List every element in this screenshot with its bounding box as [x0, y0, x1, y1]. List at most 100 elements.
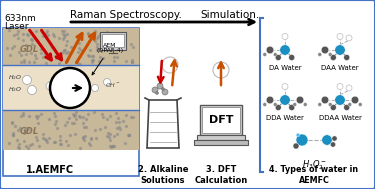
Point — [63, 52, 69, 55]
Point — [43, 61, 49, 64]
Circle shape — [104, 78, 111, 85]
Circle shape — [213, 62, 229, 78]
Point — [92, 39, 98, 42]
Point — [105, 131, 111, 134]
Point — [96, 60, 102, 63]
Point — [129, 59, 135, 62]
Point — [51, 141, 57, 144]
Point — [57, 138, 63, 141]
Point — [51, 112, 57, 115]
Point — [16, 126, 22, 129]
Point — [53, 119, 59, 122]
Point — [99, 112, 105, 115]
Point — [104, 134, 110, 137]
Point — [110, 144, 116, 147]
Circle shape — [344, 105, 350, 111]
Point — [97, 33, 103, 36]
Point — [94, 45, 100, 48]
Circle shape — [321, 46, 329, 54]
Point — [38, 47, 44, 50]
Point — [16, 146, 22, 149]
Point — [24, 146, 30, 149]
Point — [92, 129, 98, 132]
Point — [72, 132, 78, 136]
Point — [111, 60, 117, 63]
Circle shape — [289, 54, 295, 60]
Point — [87, 143, 93, 146]
Point — [15, 146, 21, 149]
Point — [89, 55, 95, 58]
Circle shape — [162, 88, 165, 91]
Text: DA Water: DA Water — [268, 65, 302, 71]
Point — [71, 114, 77, 117]
Point — [52, 122, 58, 125]
Text: DAA Water: DAA Water — [321, 65, 359, 71]
Point — [86, 55, 92, 58]
Text: Raman Spectroscopy.: Raman Spectroscopy. — [70, 10, 182, 20]
Point — [104, 118, 110, 121]
Point — [115, 117, 121, 120]
Circle shape — [266, 46, 274, 54]
Point — [100, 57, 106, 60]
Point — [130, 116, 136, 119]
Point — [40, 136, 46, 139]
Circle shape — [92, 84, 99, 91]
Point — [108, 146, 114, 149]
Point — [123, 124, 129, 127]
Point — [102, 45, 108, 48]
Point — [15, 36, 21, 39]
Point — [128, 42, 134, 45]
Point — [26, 60, 32, 63]
Point — [33, 115, 39, 118]
Circle shape — [358, 103, 362, 106]
Point — [33, 53, 39, 56]
Point — [21, 59, 27, 62]
Circle shape — [332, 136, 337, 141]
Point — [92, 29, 98, 32]
Point — [70, 112, 76, 115]
Circle shape — [266, 96, 274, 104]
Point — [96, 55, 102, 58]
Point — [105, 30, 111, 33]
Point — [117, 127, 123, 130]
Circle shape — [282, 84, 288, 90]
Point — [121, 39, 127, 42]
Point — [23, 145, 29, 148]
Bar — [3, 65, 139, 110]
Point — [83, 125, 89, 128]
Circle shape — [346, 35, 352, 41]
Point — [15, 30, 21, 33]
Circle shape — [337, 84, 343, 90]
Point — [122, 141, 128, 144]
Point — [104, 48, 110, 51]
Point — [9, 121, 15, 124]
Text: Simulation.: Simulation. — [200, 10, 259, 20]
Point — [111, 134, 117, 137]
Point — [93, 48, 99, 51]
Point — [76, 46, 82, 49]
Point — [100, 116, 106, 119]
Circle shape — [50, 68, 90, 108]
Point — [7, 54, 13, 57]
Text: $H_2O$: $H_2O$ — [8, 86, 22, 94]
Point — [57, 142, 63, 145]
Point — [10, 34, 16, 37]
Point — [51, 34, 57, 37]
Point — [126, 134, 132, 137]
Circle shape — [330, 54, 336, 60]
Point — [51, 47, 57, 50]
Point — [83, 117, 89, 120]
Point — [98, 127, 104, 130]
Point — [42, 137, 48, 140]
Point — [68, 46, 74, 49]
Point — [102, 126, 108, 129]
Point — [44, 140, 50, 143]
Point — [82, 134, 88, 137]
Point — [114, 132, 120, 135]
Point — [21, 112, 27, 115]
Point — [58, 143, 64, 146]
Point — [14, 33, 20, 36]
Point — [14, 139, 20, 142]
Point — [92, 111, 98, 114]
Point — [44, 30, 50, 33]
